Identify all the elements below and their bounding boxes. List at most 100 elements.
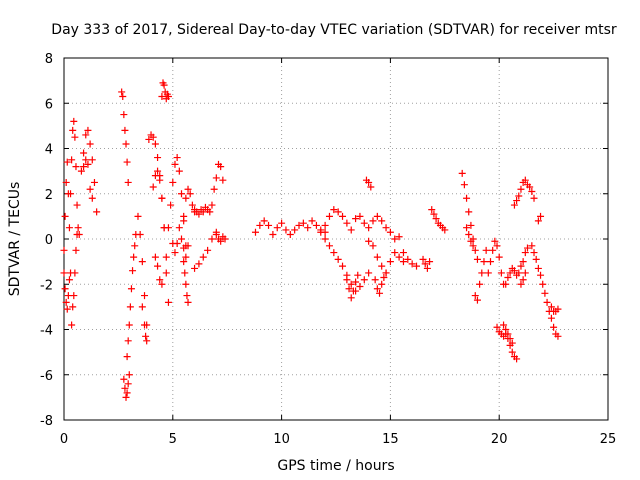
data-point [376, 289, 384, 297]
data-point [365, 224, 373, 232]
data-point [188, 201, 196, 209]
data-point [130, 253, 138, 261]
series-s14 [149, 167, 172, 306]
data-point [334, 255, 342, 263]
data-point [343, 276, 351, 284]
data-point [395, 253, 403, 261]
series-s10 [134, 212, 151, 329]
data-point [219, 176, 227, 184]
y-tick-label: -2 [40, 278, 53, 293]
data-point [210, 185, 218, 193]
data-point [519, 258, 527, 266]
data-point [158, 280, 166, 288]
data-point [70, 292, 78, 300]
data-point [473, 255, 481, 263]
data-point [365, 237, 373, 245]
data-point [523, 244, 531, 252]
series-s22 [208, 160, 227, 209]
data-point [534, 264, 542, 272]
y-tick-label: 2 [45, 188, 53, 203]
data-point [373, 285, 381, 293]
data-point [206, 208, 214, 216]
data-point [65, 276, 73, 284]
data-point [321, 235, 329, 243]
data-point [502, 280, 510, 288]
data-point [382, 269, 390, 277]
data-point [534, 217, 542, 225]
data-point [72, 163, 80, 171]
series-s25 [317, 206, 386, 236]
data-point [550, 323, 558, 331]
data-point [491, 237, 499, 245]
data-point [500, 321, 508, 329]
data-point [317, 228, 325, 236]
data-point [517, 262, 525, 270]
data-point [62, 178, 70, 186]
data-point [506, 269, 514, 277]
grid-lines [64, 58, 608, 420]
data-point [504, 330, 512, 338]
data-point [149, 183, 157, 191]
data-point [526, 183, 534, 191]
data-point [138, 303, 146, 311]
data-point [380, 273, 388, 281]
data-point [521, 249, 529, 257]
data-point [354, 271, 362, 279]
data-point [134, 212, 142, 220]
data-point [86, 185, 94, 193]
data-point [345, 285, 353, 293]
data-point [123, 353, 131, 361]
data-point [484, 269, 492, 277]
data-point [378, 262, 386, 270]
series-s6 [80, 156, 96, 202]
data-point [465, 208, 473, 216]
data-point [517, 280, 525, 288]
data-point [186, 190, 194, 198]
series-s1 [60, 158, 75, 277]
data-point [269, 230, 277, 238]
data-point [554, 305, 562, 313]
data-point [167, 201, 175, 209]
data-point [180, 258, 188, 266]
data-point [124, 380, 132, 388]
y-tick-label: -6 [40, 369, 53, 384]
data-point [68, 321, 76, 329]
data-point [386, 258, 394, 266]
data-point [158, 194, 166, 202]
data-point [195, 210, 203, 218]
data-point [528, 242, 536, 250]
data-point [65, 224, 73, 232]
data-point [471, 292, 479, 300]
data-point [156, 176, 164, 184]
data-point [73, 201, 81, 209]
data-point [82, 131, 90, 139]
series-s34 [458, 169, 481, 263]
data-point [60, 246, 68, 254]
data-point [395, 233, 403, 241]
series-s16 [164, 154, 190, 250]
data-point [365, 269, 373, 277]
data-point [125, 371, 133, 379]
data-point [68, 156, 76, 164]
data-point [122, 140, 130, 148]
data-point [519, 276, 527, 284]
y-tick-label: 4 [45, 143, 53, 158]
data-point [343, 219, 351, 227]
data-point [195, 260, 203, 268]
data-point [508, 348, 516, 356]
data-point [80, 149, 88, 157]
y-tick-label: -8 [40, 414, 53, 429]
data-point [136, 230, 144, 238]
data-point [497, 269, 505, 277]
data-point [482, 246, 490, 254]
data-point [251, 228, 259, 236]
data-point [173, 154, 181, 162]
data-point [124, 178, 132, 186]
series-s24 [251, 217, 329, 238]
data-point [373, 212, 381, 220]
data-point [378, 280, 386, 288]
data-point [171, 160, 179, 168]
data-point [121, 384, 129, 392]
data-point [330, 249, 338, 257]
data-point [515, 192, 523, 200]
